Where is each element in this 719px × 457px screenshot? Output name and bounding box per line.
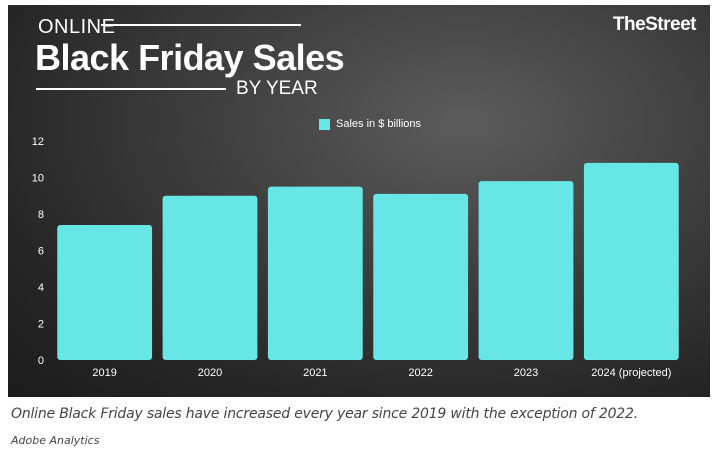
y-tick-label: 8 bbox=[38, 209, 44, 221]
bar-2021 bbox=[267, 186, 363, 360]
kicker-rule bbox=[101, 24, 301, 26]
figure-caption: Online Black Friday sales have increased… bbox=[11, 406, 638, 422]
chart-subtitle: BY YEAR bbox=[236, 78, 318, 99]
x-tick-label: 2020 bbox=[198, 367, 222, 379]
y-tick-label: 10 bbox=[32, 173, 44, 185]
legend-swatch bbox=[319, 118, 330, 130]
bar-2019 bbox=[57, 224, 153, 360]
y-tick-label: 2 bbox=[38, 319, 44, 331]
bar-2023 bbox=[478, 181, 574, 360]
chart-layer: 0 2 4 6 8 10 12 2019 2020 2021 2022 2023 2024 (proje… bbox=[32, 136, 679, 379]
x-tick-label: 2021 bbox=[303, 367, 327, 379]
y-tick-label: 0 bbox=[38, 355, 44, 367]
bar-2020 bbox=[162, 195, 258, 360]
y-tick-label: 4 bbox=[38, 282, 44, 294]
x-tick-label: 2023 bbox=[514, 367, 538, 379]
bar-chart: 0 2 4 6 8 10 12 2019 2020 2021 2022 2023 2024 (proje… bbox=[32, 136, 679, 379]
x-tick-label: 2024 (projected) bbox=[591, 367, 671, 379]
chart-kicker: ONLINE bbox=[38, 16, 116, 38]
brand-logo: TheStreet bbox=[612, 14, 697, 35]
y-tick-label: 12 bbox=[32, 136, 44, 148]
chart-title: Black Friday Sales bbox=[35, 37, 345, 78]
bar-2024 bbox=[583, 162, 679, 360]
legend-label: Sales in $ billions bbox=[336, 118, 421, 130]
chart-figure: 0 2 4 6 8 10 12 2019 2020 2021 2022 2023 2024 (proje… bbox=[8, 5, 710, 397]
figure-source: Adobe Analytics bbox=[11, 434, 100, 447]
bar-2022 bbox=[373, 193, 469, 360]
x-tick-label: 2019 bbox=[92, 367, 116, 379]
x-tick-label: 2022 bbox=[408, 367, 432, 379]
y-tick-label: 6 bbox=[38, 246, 44, 258]
subtitle-rule bbox=[36, 88, 226, 90]
chart-legend: Sales in $ billions bbox=[319, 118, 421, 130]
